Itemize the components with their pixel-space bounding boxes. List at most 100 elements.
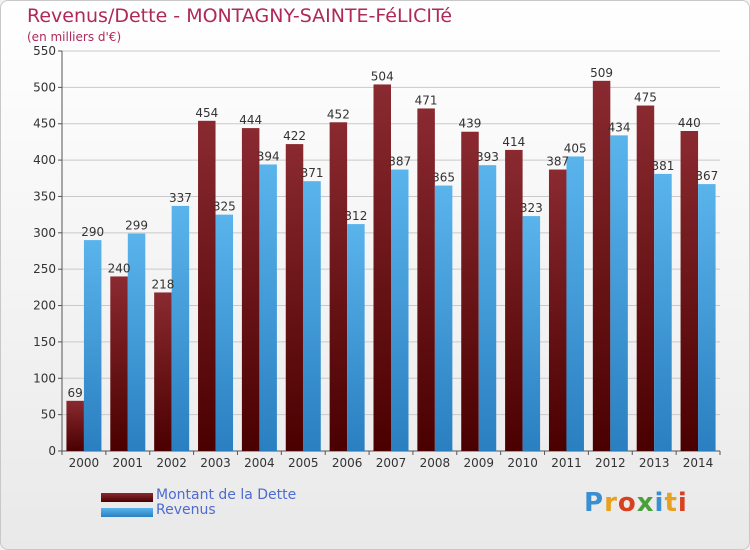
bar-revenus xyxy=(698,184,716,451)
x-tick-label: 2005 xyxy=(288,456,319,470)
data-label-dette: 218 xyxy=(151,277,174,291)
bar-dette xyxy=(505,149,523,451)
data-label-dette: 444 xyxy=(239,113,262,127)
bar-revenus xyxy=(171,205,190,451)
data-label-dette: 422 xyxy=(283,129,306,143)
bar-dette xyxy=(680,131,699,451)
x-tick-label: 2006 xyxy=(332,456,363,470)
y-tick-label: 100 xyxy=(33,371,56,385)
y-tick-label: 400 xyxy=(33,153,56,167)
logo-letter: i xyxy=(654,488,665,518)
bar-revenus xyxy=(391,169,409,451)
bar-revenus xyxy=(303,181,321,451)
data-label-dette: 509 xyxy=(590,66,613,80)
y-tick-label: 150 xyxy=(33,335,56,349)
bar-revenus xyxy=(522,216,541,451)
legend-swatch-dette xyxy=(101,493,153,502)
bar-dette xyxy=(66,400,84,451)
logo-letter: i xyxy=(677,488,688,518)
y-tick-label: 0 xyxy=(48,444,56,458)
bar-dette xyxy=(110,276,128,451)
data-label-revenus: 312 xyxy=(344,209,367,223)
bar-revenus xyxy=(259,164,277,452)
logo-letter: r xyxy=(604,488,618,518)
x-tick-label: 2008 xyxy=(420,456,451,470)
bar-revenus xyxy=(654,173,672,451)
y-tick-label: 50 xyxy=(41,408,56,422)
proxiti-logo: Proxiti xyxy=(584,488,688,518)
data-label-revenus: 387 xyxy=(388,155,411,169)
bar-dette xyxy=(417,108,435,452)
logo-letter: P xyxy=(584,488,605,518)
x-tick-label: 2014 xyxy=(683,456,714,470)
x-tick-label: 2013 xyxy=(639,456,670,470)
data-label-revenus: 367 xyxy=(695,169,718,183)
bar-revenus xyxy=(566,156,584,452)
y-tick-label: 550 xyxy=(33,44,56,58)
data-label-revenus: 290 xyxy=(81,225,104,239)
bar-dette xyxy=(329,122,348,451)
y-tick-label: 450 xyxy=(33,117,56,131)
bar-revenus xyxy=(127,233,146,451)
bars xyxy=(66,80,716,452)
chart-subtitle: (en milliers d'€) xyxy=(27,30,122,44)
legend-swatch-revenus xyxy=(101,508,153,517)
data-label-revenus: 337 xyxy=(169,191,192,205)
bar-dette xyxy=(461,131,479,451)
x-tick-label: 2003 xyxy=(200,456,231,470)
data-label-dette: 475 xyxy=(634,91,657,105)
data-label-revenus: 393 xyxy=(476,150,499,164)
data-label-dette: 504 xyxy=(371,69,394,83)
logo-letter: o xyxy=(617,488,637,518)
data-label-dette: 240 xyxy=(108,261,131,275)
chart-title: Revenus/Dette - MONTAGNY-SAINTE-FéLICITé xyxy=(27,5,453,27)
bar-revenus xyxy=(347,224,365,451)
bar-revenus xyxy=(83,240,102,451)
bar-dette xyxy=(198,120,216,452)
x-tick-label: 2007 xyxy=(376,456,407,470)
data-label-revenus: 434 xyxy=(608,120,631,134)
data-label-dette: 414 xyxy=(502,135,525,149)
bar-revenus xyxy=(215,214,234,451)
data-label-dette: 452 xyxy=(327,107,350,121)
data-label-revenus: 371 xyxy=(301,166,324,180)
y-tick-label: 500 xyxy=(33,80,56,94)
data-label-revenus: 405 xyxy=(564,141,587,155)
legend-label-revenus: Revenus xyxy=(156,502,216,518)
x-tick-label: 2000 xyxy=(69,456,100,470)
logo-letter: x xyxy=(636,488,655,518)
axes: 0 50 100 150 200 250 300 350 400 450 500 550 2000 200… xyxy=(33,44,721,470)
x-tick-label: 2009 xyxy=(463,456,494,470)
y-tick-label: 300 xyxy=(33,226,56,240)
data-label-dette: 471 xyxy=(415,93,438,107)
bar-revenus xyxy=(434,185,453,451)
data-label-dette: 440 xyxy=(678,116,701,130)
data-label-revenus: 365 xyxy=(432,171,455,185)
x-tick-label: 2010 xyxy=(507,456,538,470)
x-tick-label: 2002 xyxy=(156,456,187,470)
bar-dette xyxy=(636,105,655,451)
data-label-revenus: 381 xyxy=(651,159,674,173)
data-label-revenus: 299 xyxy=(125,219,148,233)
bar-revenus xyxy=(610,135,628,451)
bar-revenus xyxy=(478,165,497,451)
y-tick-label: 350 xyxy=(33,189,56,203)
x-tick-label: 2011 xyxy=(551,456,582,470)
bar-dette xyxy=(285,144,304,451)
x-tick-label: 2012 xyxy=(595,456,626,470)
logo-letter: t xyxy=(664,488,678,518)
x-tick-label: 2004 xyxy=(244,456,275,470)
bar-dette xyxy=(592,80,611,452)
data-label-dette: 454 xyxy=(195,106,218,120)
data-label-dette: 69 xyxy=(68,386,83,400)
bar-dette xyxy=(154,292,172,451)
legend-label-dette: Montant de la Dette xyxy=(156,487,297,503)
data-label-dette: 387 xyxy=(546,155,569,169)
y-tick-label: 200 xyxy=(33,299,56,313)
x-tick-label: 2001 xyxy=(113,456,144,470)
data-label-dette: 439 xyxy=(459,117,482,131)
y-tick-label: 250 xyxy=(33,262,56,276)
